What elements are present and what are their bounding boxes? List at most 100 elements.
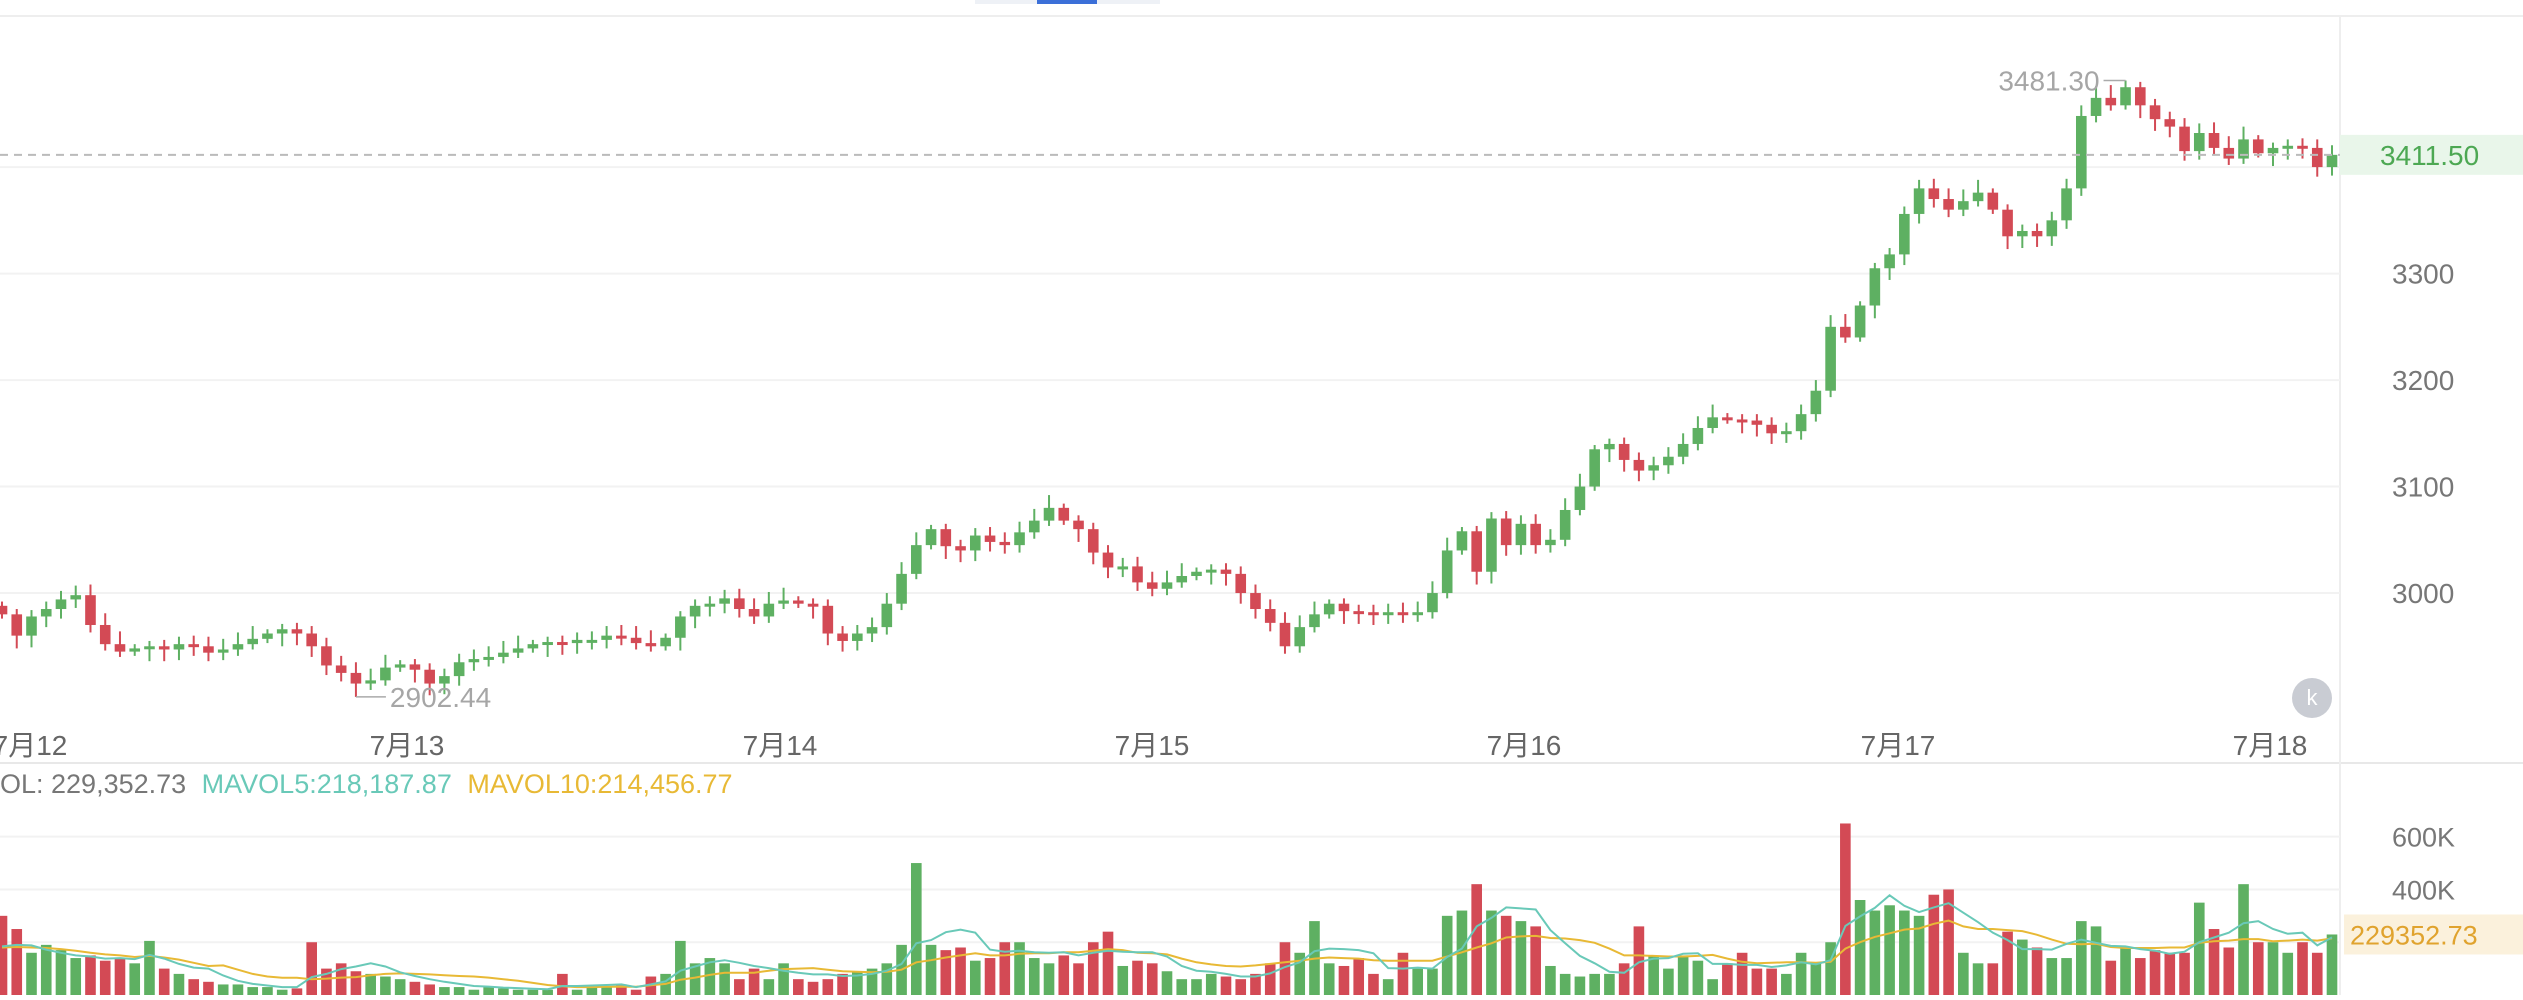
candle-body xyxy=(675,616,686,638)
candle-body xyxy=(2164,119,2176,127)
volume-bar xyxy=(1146,963,1158,995)
volume-bar xyxy=(1412,968,1424,995)
candle-body xyxy=(1972,192,1984,202)
volume-bar xyxy=(2252,942,2264,995)
candle-body xyxy=(1987,192,1999,210)
candle-body xyxy=(217,649,229,653)
candle-body xyxy=(1132,566,1143,583)
candle-body xyxy=(2017,230,2028,237)
volume-bar xyxy=(2017,939,2028,995)
last-price-tag xyxy=(2340,134,2523,175)
candle-body xyxy=(1677,443,1689,457)
candle-body xyxy=(689,605,701,617)
volume-bar xyxy=(424,984,435,995)
candle-body xyxy=(291,629,303,634)
last-volume-tag xyxy=(2344,914,2523,955)
candle-body xyxy=(262,633,273,639)
candle-body xyxy=(203,646,214,653)
volume-bar xyxy=(158,968,170,995)
candle-body xyxy=(1205,569,1217,573)
candle-body xyxy=(498,652,509,657)
volume-bar xyxy=(55,950,67,995)
volume-bar xyxy=(2311,952,2323,995)
volume-bar xyxy=(114,958,126,995)
volume-bar xyxy=(1220,976,1232,995)
candle-body xyxy=(1884,254,1895,269)
volume-bar xyxy=(2105,960,2117,995)
volume-bar xyxy=(276,989,288,995)
volume-bar xyxy=(2149,950,2161,995)
candle-body xyxy=(2282,145,2294,149)
candle-body xyxy=(1427,593,1438,613)
volume-bar xyxy=(2208,929,2220,995)
candle-body xyxy=(1633,459,1645,471)
candle-body xyxy=(2149,105,2161,120)
volume-bar xyxy=(321,968,332,995)
candle-body xyxy=(40,609,52,617)
volume-bar xyxy=(1677,955,1689,995)
volume-bar xyxy=(2223,947,2235,995)
volume-bar xyxy=(1604,973,1615,995)
candle-body xyxy=(1604,443,1615,450)
candle-body xyxy=(1146,582,1158,589)
vol-legend-mavol10: MAVOL10:214,456.77 xyxy=(467,769,733,799)
candle-body xyxy=(1471,531,1482,572)
volume-bar xyxy=(2046,958,2058,995)
candle-body xyxy=(1161,582,1173,589)
volume-bar xyxy=(1663,968,1674,995)
candle-body xyxy=(1766,424,1777,434)
candle-body xyxy=(2297,145,2308,149)
candle-body xyxy=(1397,612,1409,616)
candle-body xyxy=(453,662,465,677)
volume-bar xyxy=(969,960,981,995)
candle-body xyxy=(1736,419,1748,423)
candle-body xyxy=(793,600,804,604)
volume-bar xyxy=(734,979,745,995)
volume-bar xyxy=(1928,894,1940,995)
volume-bar xyxy=(1382,979,1394,995)
volume-bar xyxy=(999,942,1011,995)
candle-body xyxy=(881,603,893,628)
candle-body xyxy=(1250,593,1261,610)
candle-body xyxy=(409,664,421,670)
candle-body xyxy=(940,529,952,547)
candle-body xyxy=(1707,417,1718,428)
volume-bar xyxy=(1028,958,1040,995)
candle-body xyxy=(55,599,67,610)
volume-bar xyxy=(557,973,568,995)
candle-body xyxy=(1515,523,1527,546)
volume-bar xyxy=(439,987,450,995)
candle-body xyxy=(11,614,23,636)
candle-body xyxy=(173,644,185,650)
volume-bar xyxy=(1471,884,1482,995)
volume-bar xyxy=(1058,955,1070,995)
volume-bar xyxy=(866,968,878,995)
candle-body xyxy=(114,644,126,652)
candle-body xyxy=(2193,133,2205,152)
volume-bar xyxy=(1235,979,1247,995)
candle-body xyxy=(70,595,82,600)
volume-bar xyxy=(542,989,553,995)
candle-body xyxy=(1574,486,1586,510)
volume-bar xyxy=(630,989,642,995)
candle-body xyxy=(852,633,863,641)
candle-body xyxy=(1191,571,1202,577)
candle-body xyxy=(1648,465,1659,471)
candle-body xyxy=(1958,201,1969,210)
reset-chart-button[interactable]: k xyxy=(2292,678,2332,718)
candle-body xyxy=(335,665,347,673)
volume-bar xyxy=(306,942,317,995)
candle-body xyxy=(276,629,288,634)
low-price-label: 2902.44 xyxy=(390,682,491,713)
candle-body xyxy=(2326,154,2338,168)
volume-bar xyxy=(291,988,303,995)
candle-body xyxy=(0,605,8,615)
volume-bar xyxy=(262,987,273,995)
candle-body xyxy=(542,642,553,646)
candle-body xyxy=(2075,115,2087,189)
volume-bar xyxy=(173,973,185,995)
volume-bar xyxy=(0,915,8,995)
candle-body xyxy=(1087,529,1099,553)
